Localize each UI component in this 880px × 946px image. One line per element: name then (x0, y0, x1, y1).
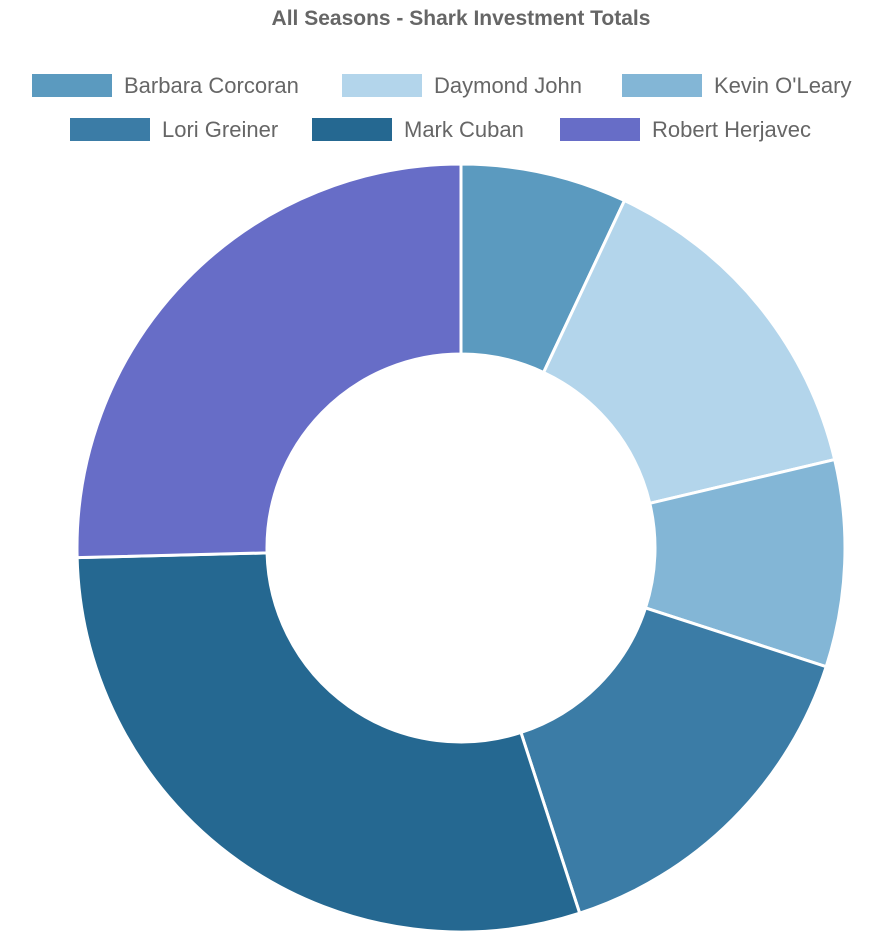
chart-title: All Seasons - Shark Investment Totals (271, 7, 651, 30)
slice-mark-cuban[interactable] (75, 551, 582, 934)
legend-swatch-lori-greiner (70, 118, 150, 141)
legend-swatch-robert-herjavec (560, 118, 640, 141)
legend-label-kevin-oleary: Kevin O'Leary (714, 73, 852, 98)
legend-label-robert-herjavec: Robert Herjavec (652, 117, 811, 142)
legend-row-2: Lori Greiner Mark Cuban Robert Herjavec (0, 116, 880, 146)
legend-label-daymond-john: Daymond John (434, 73, 582, 98)
slice-lori-greiner[interactable] (519, 606, 829, 916)
legend-swatch-daymond-john (342, 74, 422, 97)
legend-swatch-barbara-corcoran (32, 74, 112, 97)
legend-label-barbara-corcoran: Barbara Corcoran (124, 73, 299, 98)
legend-swatch-kevin-oleary (622, 74, 702, 97)
slice-robert-herjavec[interactable] (75, 162, 463, 560)
legend-label-lori-greiner: Lori Greiner (162, 117, 279, 142)
legend-label-mark-cuban: Mark Cuban (404, 117, 524, 142)
legend: Barbara Corcoran Daymond John Kevin O'Le… (0, 72, 880, 102)
legend-swatch-mark-cuban (312, 118, 392, 141)
slice-daymond-john[interactable] (541, 198, 837, 506)
